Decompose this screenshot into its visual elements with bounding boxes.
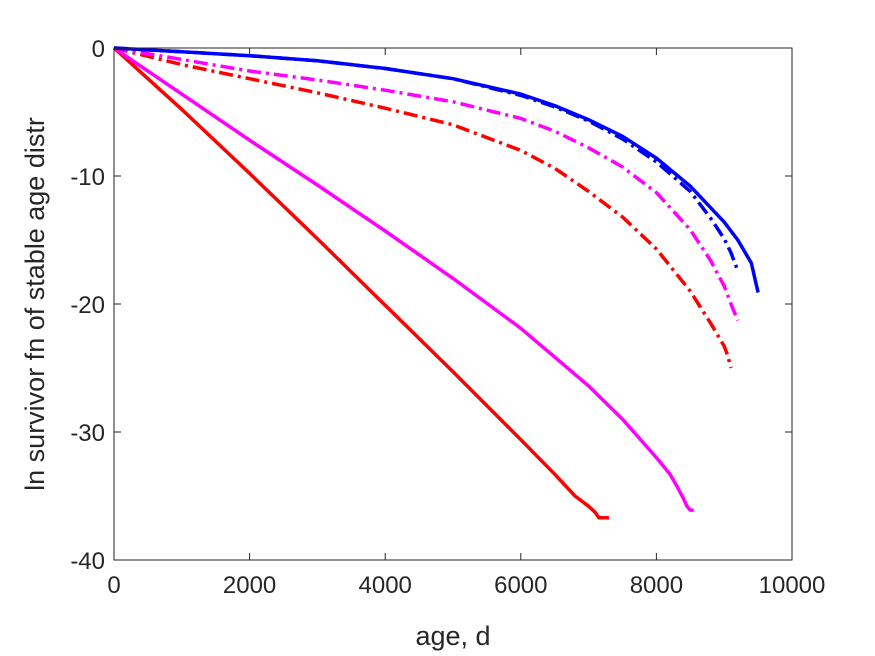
x-tick-label: 8000 xyxy=(630,572,683,599)
series-line-1 xyxy=(112,46,609,520)
y-tick-label: 0 xyxy=(92,36,105,63)
axes-box xyxy=(113,47,793,561)
y-tick-label: -30 xyxy=(70,420,105,447)
y-tick-label: -10 xyxy=(70,164,105,191)
x-tick-label: 6000 xyxy=(494,572,547,599)
series-line-2 xyxy=(113,46,694,512)
y-tick-label: -20 xyxy=(70,292,105,319)
x-tick-label: 4000 xyxy=(359,572,412,599)
y-axis-label: ln survivor fn of stable age distr xyxy=(20,117,50,491)
x-tick-label: 10000 xyxy=(759,572,826,599)
x-tick-label: 0 xyxy=(107,572,120,599)
y-tick-labels: 0 -10 -20 -30 -40 xyxy=(70,36,105,575)
series-line-3 xyxy=(113,46,733,369)
series-line-6 xyxy=(113,46,760,293)
x-tick-label: 2000 xyxy=(223,572,276,599)
x-axis-label: age, d xyxy=(415,621,490,651)
series-line-4 xyxy=(113,46,740,322)
y-tick-label: -40 xyxy=(70,548,105,575)
x-tick-labels: 0 2000 4000 6000 8000 10000 xyxy=(107,572,825,599)
series-layer xyxy=(112,46,760,520)
plot-background xyxy=(114,48,792,560)
